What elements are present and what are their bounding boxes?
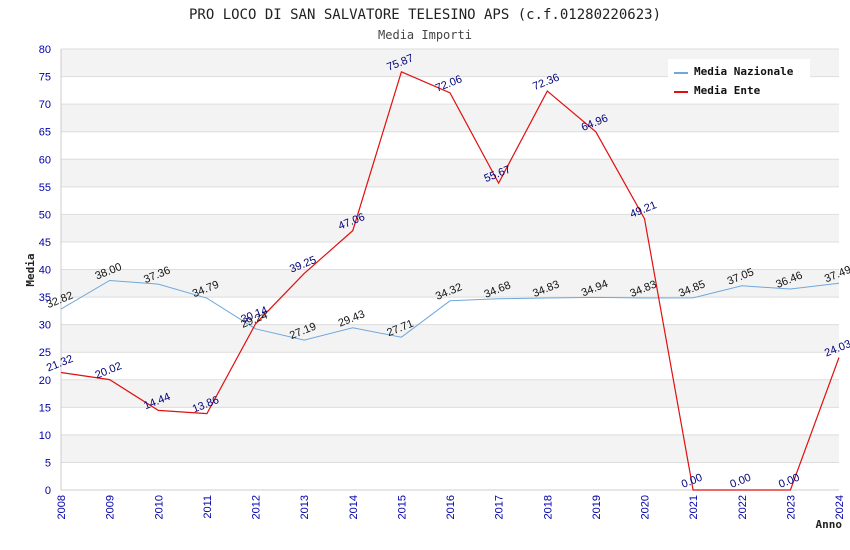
legend: Media Nazionale Media Ente	[668, 59, 810, 101]
x-tick-label: 2010	[153, 495, 165, 519]
chart-subtitle: Media Importi	[378, 28, 472, 42]
x-tick-label: 2019	[591, 495, 603, 519]
plot-band	[61, 241, 839, 270]
y-tick-label: 60	[39, 154, 51, 166]
x-tick-label: 2016	[445, 495, 457, 519]
plot-band	[61, 159, 839, 187]
x-tick-label: 2018	[542, 495, 554, 519]
y-tick-label: 35	[39, 292, 51, 304]
legend-label-media-ente: Media Ente	[694, 84, 761, 97]
y-tick-label: 40	[39, 265, 51, 277]
x-tick-labels: 2008 2009 2010 2011 2012 2013 2014 2015 2016 2017…	[56, 495, 846, 519]
y-tick-label: 0	[45, 485, 51, 497]
x-tick-label: 2022	[737, 495, 749, 519]
x-axis-title: Anno	[816, 518, 843, 531]
legend-label-media-nazionale: Media Nazionale	[694, 65, 794, 78]
legend-box	[668, 59, 810, 101]
y-tick-label: 70	[39, 99, 51, 111]
x-tick-label: 2023	[785, 495, 797, 519]
x-tick-label: 2011	[202, 495, 214, 519]
x-tick-label: 2021	[688, 495, 700, 519]
series-line-media-ente	[60, 70, 840, 491]
plot-band	[61, 131, 839, 160]
plot-band	[61, 324, 839, 353]
x-tick-label: 2020	[640, 495, 652, 519]
plot-band	[61, 352, 839, 380]
y-tick-label: 50	[39, 209, 51, 221]
y-tick-label: 45	[39, 237, 51, 249]
x-tick-label: 2014	[348, 495, 360, 519]
plot-band	[61, 104, 839, 132]
plot-band	[61, 297, 839, 325]
plot-background-bands	[61, 49, 839, 490]
y-tick-label: 10	[39, 430, 51, 442]
y-tick-label: 55	[39, 182, 51, 194]
x-tick-label: 2008	[56, 495, 68, 519]
plot-band	[61, 407, 839, 435]
series-lines	[60, 70, 840, 491]
chart-title: PRO LOCO DI SAN SALVATORE TELESINO APS (…	[189, 7, 661, 23]
x-tick-label: 2013	[299, 495, 311, 519]
series-line-media-nazionale	[60, 279, 840, 341]
x-tick-label: 2017	[494, 495, 506, 519]
x-tick-label: 2009	[105, 495, 117, 519]
y-tick-label: 25	[39, 347, 51, 359]
y-tick-label: 30	[39, 320, 51, 332]
y-tick-label: 5	[45, 457, 51, 469]
x-tick-label: 2024	[834, 495, 846, 519]
y-tick-label: 20	[39, 375, 51, 387]
y-tick-label: 80	[39, 44, 51, 56]
plot-band	[61, 462, 839, 490]
plot-band	[61, 379, 839, 408]
horizontal-gridlines	[61, 48, 839, 491]
plot-band	[61, 186, 839, 215]
plot-band	[61, 214, 839, 242]
x-tick-label: 2015	[396, 495, 408, 519]
x-tick-label: 2012	[251, 495, 263, 519]
y-tick-label: 65	[39, 127, 51, 139]
plot-band	[61, 269, 839, 298]
y-tick-label: 15	[39, 402, 51, 414]
y-axis-title: Media	[24, 253, 37, 286]
y-tick-labels: 0 5 10 15 20 25 30 35 40 45 50 55 60 65 70 75 80	[39, 44, 51, 497]
plot-band	[61, 434, 839, 463]
y-tick-label: 75	[39, 72, 51, 84]
